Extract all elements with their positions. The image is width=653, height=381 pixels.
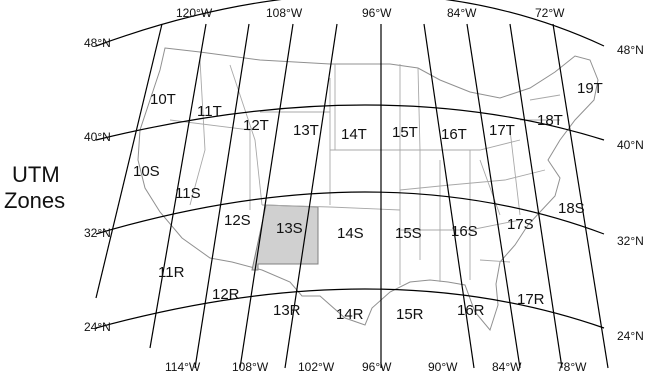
zone-label-10S: 10S: [133, 163, 160, 180]
lat-label-left: 32°N: [84, 226, 111, 240]
lon-label-bottom: 102°W: [298, 360, 335, 374]
zone-label-15T: 15T: [392, 124, 418, 141]
zone-label-13T: 13T: [293, 122, 319, 139]
zone-label-16S: 16S: [451, 223, 478, 240]
zone-label-14S: 14S: [337, 225, 364, 242]
zone-label-14T: 14T: [341, 126, 367, 143]
map-title-line-1: UTM: [12, 162, 60, 187]
lon-label-bottom: 96°W: [362, 360, 392, 374]
state-borders: [169, 59, 561, 285]
zone-label-12T: 12T: [243, 117, 269, 134]
zone-label-18S: 18S: [558, 200, 585, 217]
zone-label-13R: 13R: [273, 302, 301, 319]
zone-label-19T: 19T: [577, 80, 603, 97]
zone-label-12R: 12R: [212, 286, 240, 303]
zone-label-11R: 11R: [158, 264, 185, 281]
zone-label-16T: 16T: [441, 126, 467, 143]
lat-label-right: 40°N: [617, 138, 644, 152]
zone-label-12S: 12S: [224, 212, 251, 229]
lon-label-top: 84°W: [447, 6, 477, 20]
zone-label-10T: 10T: [150, 91, 176, 108]
lat-label-right: 32°N: [617, 234, 644, 248]
zone-labels: 10T 11T 12T 13T 14T 15T 16T 17T 18T 19T …: [133, 80, 603, 323]
lon-label-bottom: 78°W: [557, 360, 587, 374]
lon-label-bottom: 114°W: [165, 360, 201, 374]
zone-label-17S: 17S: [507, 216, 534, 233]
zone-label-11T: 11T: [197, 103, 222, 120]
lon-label-top: 96°W: [362, 6, 392, 20]
zone-label-15S: 15S: [395, 225, 422, 242]
map-title-line-2: Zones: [4, 188, 65, 213]
lat-label-left: 24°N: [84, 320, 111, 334]
zone-label-15R: 15R: [396, 306, 424, 323]
lon-label-bottom: 108°W: [232, 360, 269, 374]
meridian-lines: [95, 23, 609, 369]
zone-label-17T: 17T: [489, 122, 515, 139]
lat-label-right: 24°N: [617, 329, 644, 343]
lat-label-right: 48°N: [617, 43, 644, 57]
zone-label-14R: 14R: [336, 306, 364, 323]
zone-label-11S: 11S: [175, 185, 201, 202]
lon-label-top: 120°W: [176, 6, 213, 20]
lat-label-left: 48°N: [84, 36, 111, 50]
us-outline: [137, 47, 599, 332]
lon-label-bottom: 90°W: [428, 360, 458, 374]
lon-label-top: 72°W: [535, 6, 565, 20]
lon-label-top: 108°W: [266, 6, 303, 20]
lat-label-left: 40°N: [84, 130, 111, 144]
lon-label-bottom: 84°W: [492, 360, 522, 374]
zone-label-18T: 18T: [537, 112, 563, 129]
zone-label-16R: 16R: [457, 302, 485, 319]
zone-label-13S: 13S: [276, 220, 303, 237]
zone-label-17R: 17R: [517, 291, 545, 308]
